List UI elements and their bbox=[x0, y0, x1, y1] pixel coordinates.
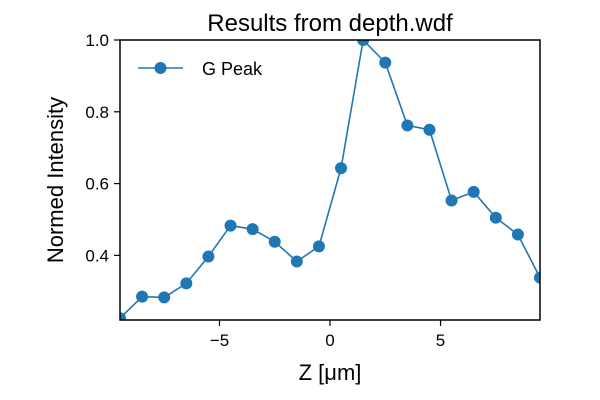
data-point bbox=[379, 56, 392, 69]
series-layer bbox=[120, 40, 540, 320]
data-point bbox=[357, 40, 370, 46]
series-line-0 bbox=[120, 40, 540, 319]
y-tick-label: 1.0 bbox=[85, 31, 109, 50]
data-point bbox=[511, 228, 524, 241]
legend: G Peak bbox=[138, 59, 263, 79]
data-point bbox=[467, 185, 480, 198]
data-point bbox=[335, 162, 348, 175]
legend-marker bbox=[154, 62, 167, 74]
data-point bbox=[246, 223, 259, 236]
data-point bbox=[489, 211, 502, 224]
x-axis-label: Z [μm] bbox=[299, 360, 362, 385]
data-point bbox=[534, 271, 540, 284]
x-tick-label: 5 bbox=[436, 331, 445, 350]
data-point bbox=[312, 240, 325, 253]
data-point bbox=[202, 250, 215, 263]
plot-frame bbox=[119, 39, 541, 321]
data-point bbox=[158, 291, 171, 304]
data-point bbox=[290, 255, 303, 268]
data-point bbox=[423, 123, 436, 136]
y-tick-label: 0.4 bbox=[85, 246, 109, 265]
data-point bbox=[120, 312, 126, 320]
y-tick-label: 0.6 bbox=[85, 175, 109, 194]
ticks-layer: −5 0 5 0.4 0.6 0.8 1.0 bbox=[85, 31, 445, 350]
y-axis-label: Normed Intensity bbox=[43, 97, 68, 263]
legend-label-g-peak: G Peak bbox=[202, 59, 263, 79]
x-tick-label: −5 bbox=[210, 331, 229, 350]
data-point bbox=[180, 277, 193, 290]
data-point bbox=[401, 119, 414, 132]
data-point bbox=[224, 219, 237, 232]
data-point bbox=[268, 235, 281, 248]
y-tick-label: 0.8 bbox=[85, 103, 109, 122]
data-point bbox=[445, 194, 458, 207]
chart-title: Results from depth.wdf bbox=[207, 10, 453, 37]
x-tick-label: 0 bbox=[325, 331, 334, 350]
data-point bbox=[136, 290, 149, 303]
